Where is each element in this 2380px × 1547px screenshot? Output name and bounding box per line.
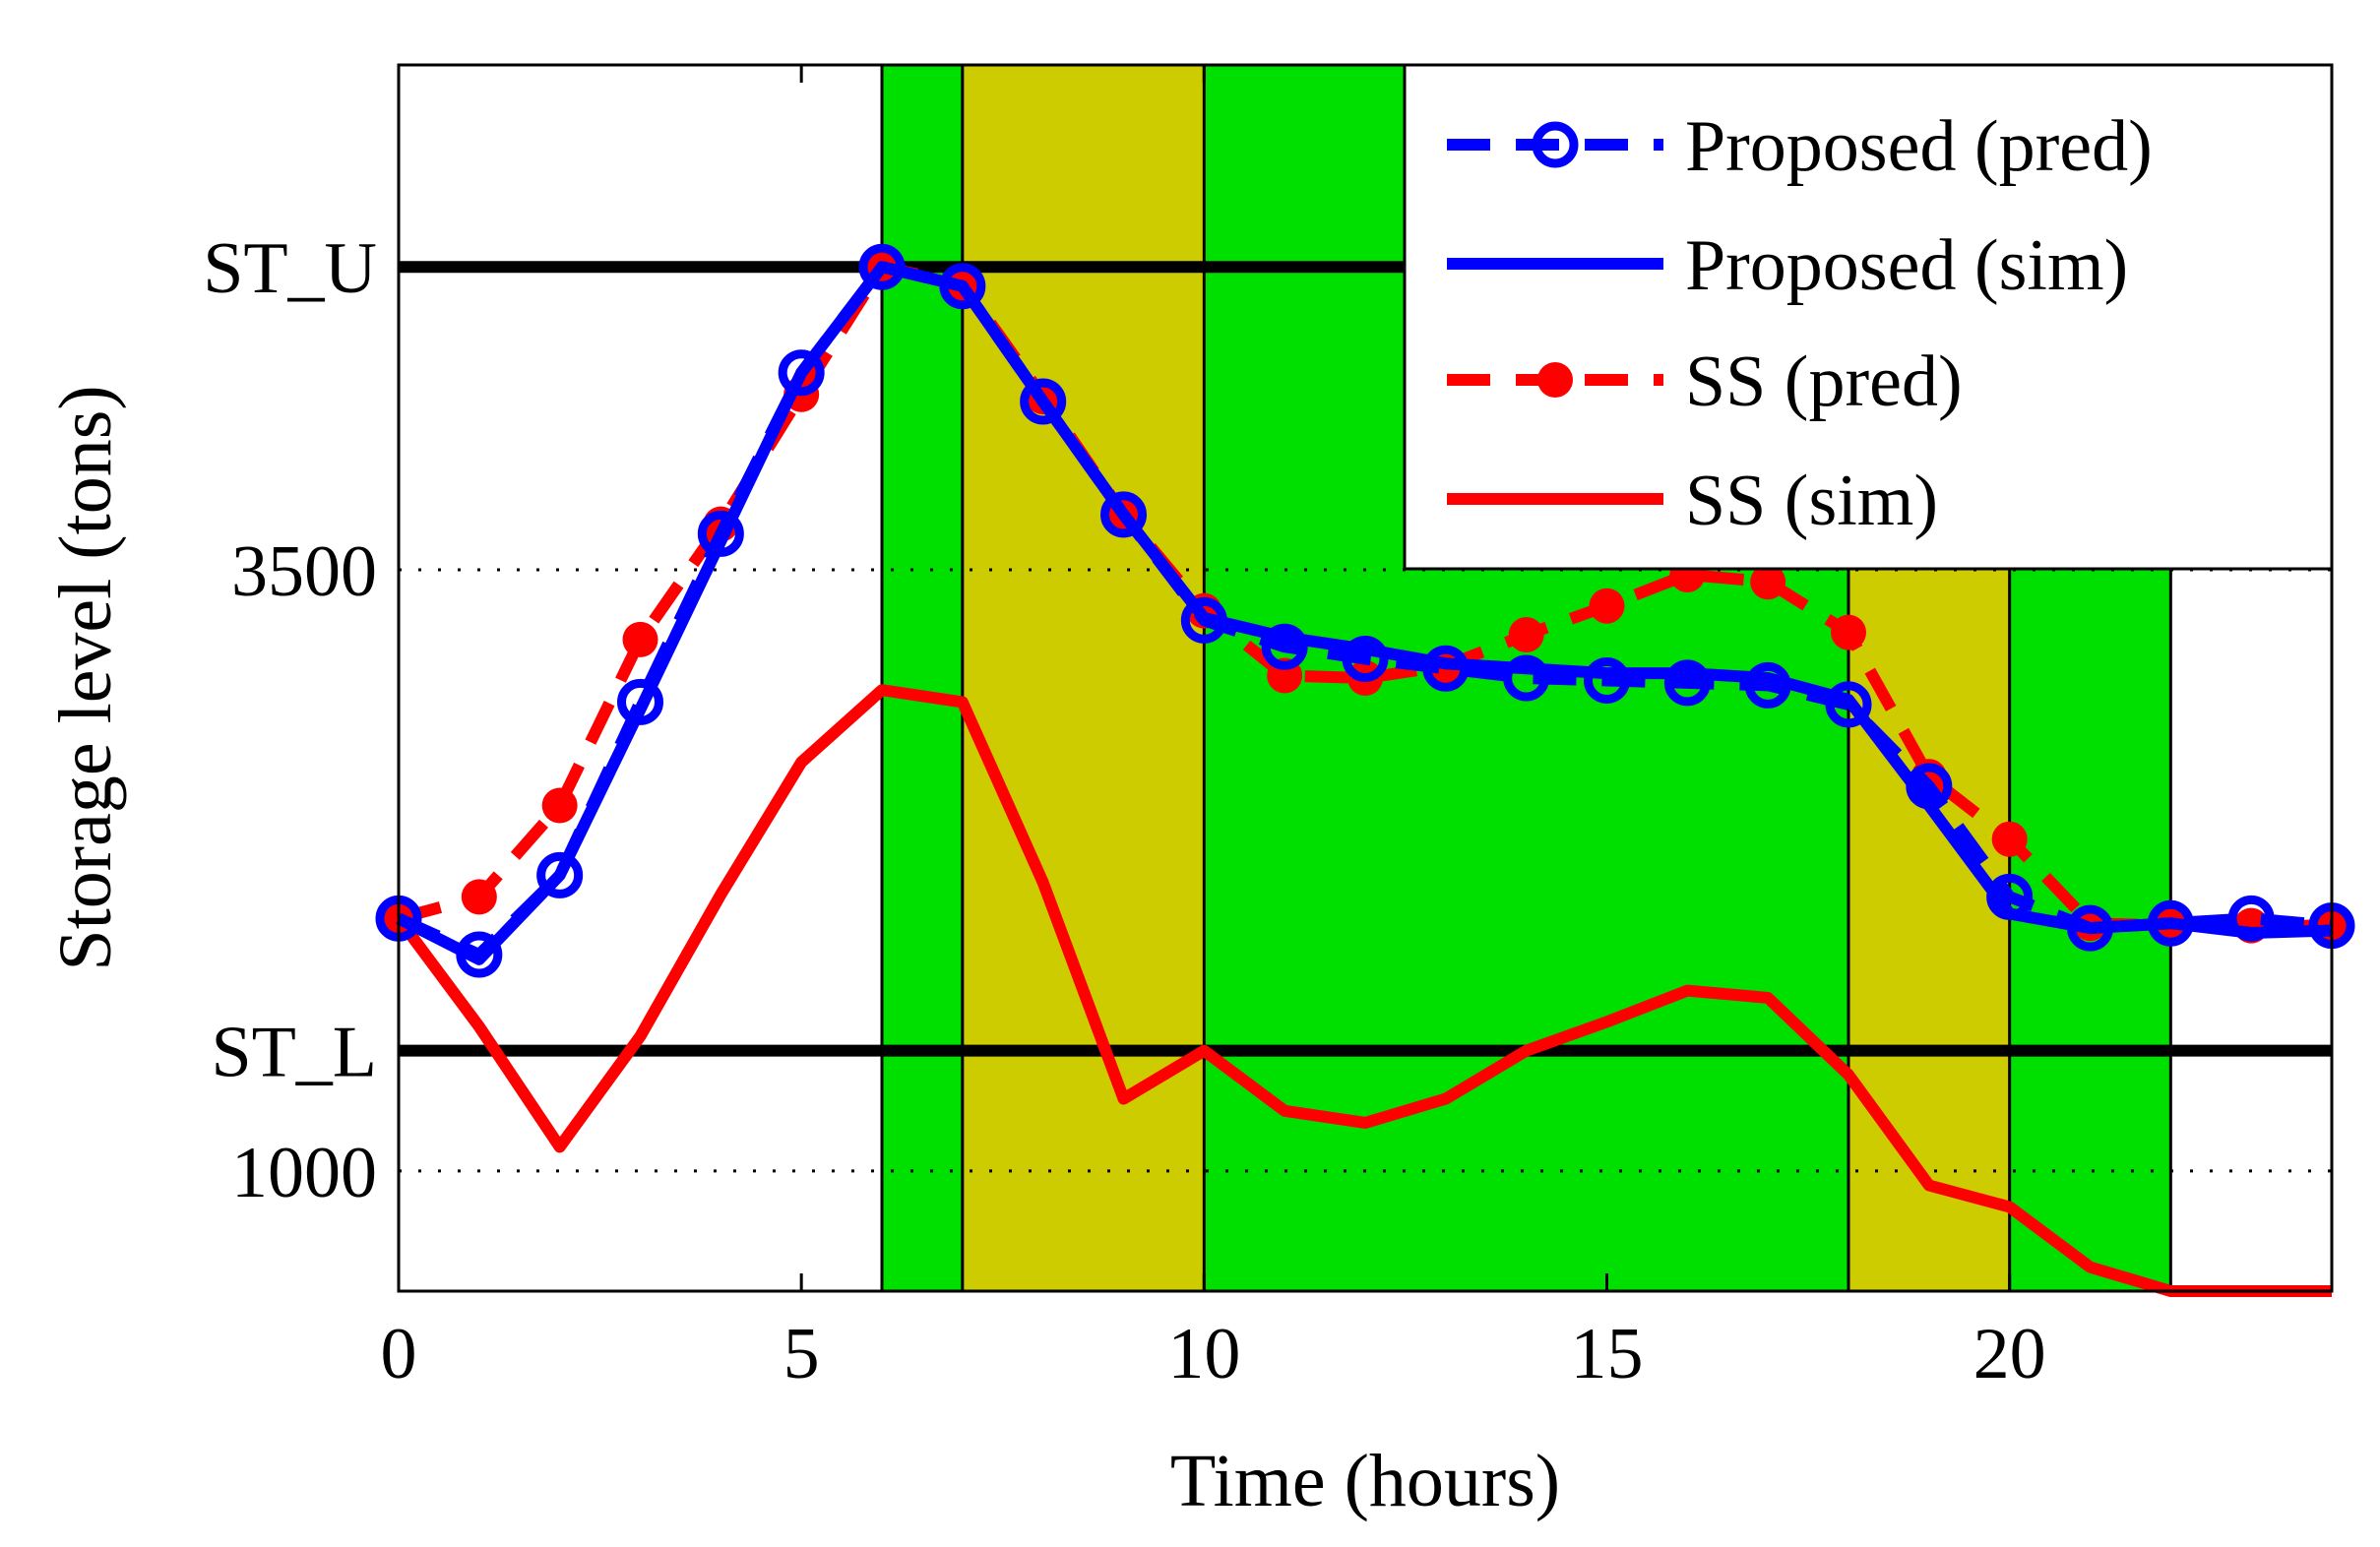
data-point [939, 263, 986, 310]
data-point [1261, 623, 1308, 670]
legend-entry-proposed-pred: Proposed (pred) [1447, 106, 2153, 187]
y-axis-ticks: ST_U ST_L 1000 3500 [203, 228, 377, 1213]
series-layer [375, 243, 2355, 1297]
data-point [1744, 661, 1791, 709]
data-point [1750, 564, 1786, 600]
legend-swatch-marker [1532, 121, 1579, 168]
data-point [461, 879, 497, 915]
data-point [456, 931, 503, 978]
legend-label: Proposed (pred) [1685, 106, 2153, 187]
legend-swatch-marker [1537, 362, 1573, 398]
data-point [1503, 654, 1550, 702]
data-point [541, 787, 578, 824]
data-point [1508, 617, 1544, 653]
series-ss-sim [394, 684, 2332, 1297]
legend-label: SS (sim) [1685, 461, 1938, 541]
legend-entry-proposed-sim: Proposed (sim) [1447, 225, 2128, 306]
x-tick-label: 0 [381, 1314, 417, 1394]
legend-label: SS (pred) [1685, 341, 1963, 422]
y-tick-label: 1000 [231, 1133, 377, 1213]
data-point [1986, 873, 2034, 920]
data-point [1342, 635, 1389, 682]
plot-frame [397, 63, 2334, 1293]
grid-lines [399, 568, 2332, 1173]
y-tick-label: 3500 [231, 531, 377, 612]
data-point [697, 510, 744, 557]
data-point [2147, 899, 2194, 947]
data-point [617, 678, 663, 725]
data-point [1020, 378, 1067, 425]
x-tick-label: 10 [1167, 1314, 1240, 1394]
series-line-proposed-pred [396, 261, 2333, 960]
data-point [1906, 763, 1953, 810]
x-tick-label: 5 [783, 1314, 820, 1394]
data-point [1584, 656, 1630, 704]
data-point [1100, 491, 1147, 538]
x-tick-label: 20 [1973, 1314, 2046, 1394]
y-axis-label: Storage level (tons) [44, 385, 127, 970]
legend-entry-ss-sim: SS (sim) [1447, 461, 1938, 541]
data-point [1831, 614, 1866, 650]
data-point [2067, 904, 2113, 952]
data-point [1180, 596, 1227, 644]
band-1 [962, 65, 1205, 1291]
data-point [1589, 588, 1625, 624]
data-point [858, 243, 906, 290]
data-point [778, 349, 825, 397]
legend-label: Proposed (sim) [1685, 225, 2128, 306]
series-line-ss-sim [394, 684, 2332, 1297]
data-point [1422, 645, 1470, 692]
data-point [536, 851, 584, 898]
data-point [1825, 681, 1872, 728]
legend-entry-ss-pred: SS (pred) [1447, 341, 1963, 422]
x-tick-label: 15 [1571, 1314, 1644, 1394]
x-axis-label: Time (hours) [1170, 1440, 1560, 1522]
data-point [1663, 659, 1711, 707]
ref-label-st-u: ST_U [203, 228, 377, 309]
data-point [622, 621, 658, 657]
legend: Proposed (pred) Proposed (sim) SS (pred) SS… [1403, 63, 2334, 571]
data-point [2227, 895, 2275, 942]
ref-label-st-l: ST_L [211, 1013, 377, 1093]
series-proposed-pred [375, 243, 2355, 978]
data-point [1991, 821, 2028, 857]
